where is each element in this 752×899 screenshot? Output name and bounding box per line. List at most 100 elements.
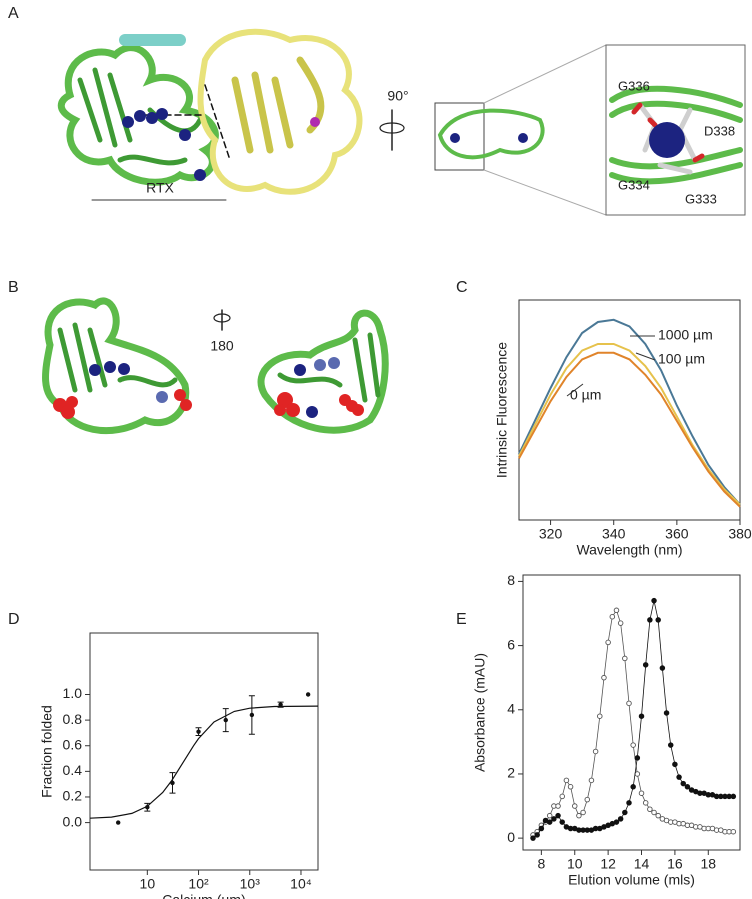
plot-frame bbox=[518, 299, 741, 521]
plot-frame bbox=[89, 632, 319, 871]
y-tick-label: 6 bbox=[507, 636, 515, 652]
data-point bbox=[170, 780, 175, 786]
data-point bbox=[647, 617, 653, 623]
x-axis-label: Wavelength (nm) bbox=[576, 542, 682, 558]
data-point bbox=[617, 620, 624, 626]
data-point bbox=[305, 692, 311, 697]
series-label: 100 µm bbox=[658, 351, 705, 367]
panel-label: C bbox=[456, 279, 468, 296]
data-point bbox=[601, 674, 607, 681]
data-point bbox=[730, 793, 737, 800]
data-point bbox=[651, 597, 657, 604]
data-point bbox=[622, 809, 628, 816]
data-point bbox=[642, 800, 649, 806]
data-line bbox=[518, 318, 741, 506]
data-point bbox=[634, 771, 641, 777]
x-tick-label: 14 bbox=[634, 856, 650, 872]
data-point bbox=[534, 832, 540, 838]
plot-frame bbox=[522, 574, 741, 851]
data-point bbox=[617, 816, 624, 822]
data-point bbox=[730, 828, 737, 835]
data-point bbox=[630, 742, 636, 748]
x-tick-label: 10² bbox=[188, 876, 209, 892]
data-point bbox=[555, 812, 561, 819]
residue-label: G336 bbox=[618, 78, 650, 93]
x-tick-label: 320 bbox=[539, 526, 563, 542]
domain-label: RTX bbox=[146, 180, 174, 196]
x-tick-label: 10 bbox=[140, 876, 156, 892]
x-axis-label: Calcium (µm) bbox=[162, 892, 246, 899]
y-tick-label: 0.0 bbox=[63, 813, 83, 829]
data-point bbox=[546, 812, 553, 819]
x-tick-label: 10 bbox=[567, 856, 583, 872]
x-tick-label: 16 bbox=[667, 856, 683, 872]
leader-line bbox=[635, 352, 656, 361]
data-line bbox=[532, 609, 734, 836]
data-point bbox=[576, 812, 582, 819]
y-tick-label: 4 bbox=[507, 700, 515, 716]
rotation-label: 180 bbox=[210, 338, 234, 354]
data-point bbox=[613, 819, 620, 825]
y-tick-label: 1.0 bbox=[63, 685, 83, 701]
y-tick-label: 0.6 bbox=[63, 736, 83, 752]
protein-ribbon bbox=[197, 28, 363, 195]
data-point bbox=[642, 662, 649, 668]
data-point bbox=[580, 809, 586, 816]
x-tick-label: 360 bbox=[665, 526, 689, 542]
data-point bbox=[655, 812, 661, 819]
data-point bbox=[530, 835, 536, 841]
data-point bbox=[538, 825, 545, 832]
data-point bbox=[559, 819, 565, 825]
data-point bbox=[613, 607, 620, 614]
data-point bbox=[551, 816, 557, 822]
data-point bbox=[634, 755, 641, 761]
data-point bbox=[559, 793, 565, 800]
panel-label: A bbox=[8, 5, 19, 22]
y-axis-label: Fraction folded bbox=[39, 705, 55, 798]
x-tick-label: 12 bbox=[600, 856, 616, 872]
series-label: 0 µm bbox=[570, 387, 601, 403]
leader-line bbox=[566, 383, 584, 397]
data-point bbox=[672, 761, 678, 768]
structure-a bbox=[57, 28, 746, 216]
data-point bbox=[597, 713, 603, 719]
data-point bbox=[567, 784, 574, 790]
y-axis-label: Absorbance (mAU) bbox=[472, 653, 488, 772]
residue-label: G333 bbox=[685, 191, 717, 206]
panel-label: D bbox=[8, 611, 20, 628]
y-tick-label: 8 bbox=[507, 572, 515, 588]
data-point bbox=[115, 820, 121, 825]
x-tick-label: 380 bbox=[728, 526, 752, 542]
panel-label: E bbox=[456, 611, 467, 628]
data-point bbox=[684, 784, 691, 790]
data-point bbox=[638, 790, 645, 796]
series-label: 1000 µm bbox=[658, 327, 713, 343]
data-point bbox=[584, 796, 591, 803]
y-axis-label: Intrinsic Fluorescence bbox=[494, 342, 510, 478]
x-tick-label: 10³ bbox=[240, 876, 261, 892]
data-line bbox=[532, 600, 734, 839]
data-point bbox=[278, 702, 283, 707]
data-point bbox=[145, 805, 150, 810]
data-point bbox=[609, 613, 616, 620]
data-line bbox=[89, 705, 319, 819]
data-point bbox=[680, 780, 686, 787]
x-tick-label: 8 bbox=[537, 856, 545, 872]
data-point bbox=[676, 774, 682, 780]
x-tick-label: 18 bbox=[700, 856, 716, 872]
y-tick-label: 0.4 bbox=[63, 762, 83, 778]
data-point bbox=[651, 809, 657, 816]
data-line bbox=[518, 351, 741, 508]
data-point bbox=[626, 700, 632, 707]
data-point bbox=[592, 748, 599, 755]
data-point bbox=[655, 617, 661, 623]
rotation-label: 90° bbox=[387, 88, 408, 104]
x-axis-label: Elution volume (mls) bbox=[568, 872, 695, 888]
protein-ribbon bbox=[231, 56, 325, 154]
data-point bbox=[626, 800, 632, 806]
data-point bbox=[647, 806, 653, 812]
data-point bbox=[588, 777, 595, 784]
x-tick-label: 340 bbox=[602, 526, 626, 542]
data-point bbox=[249, 712, 255, 718]
